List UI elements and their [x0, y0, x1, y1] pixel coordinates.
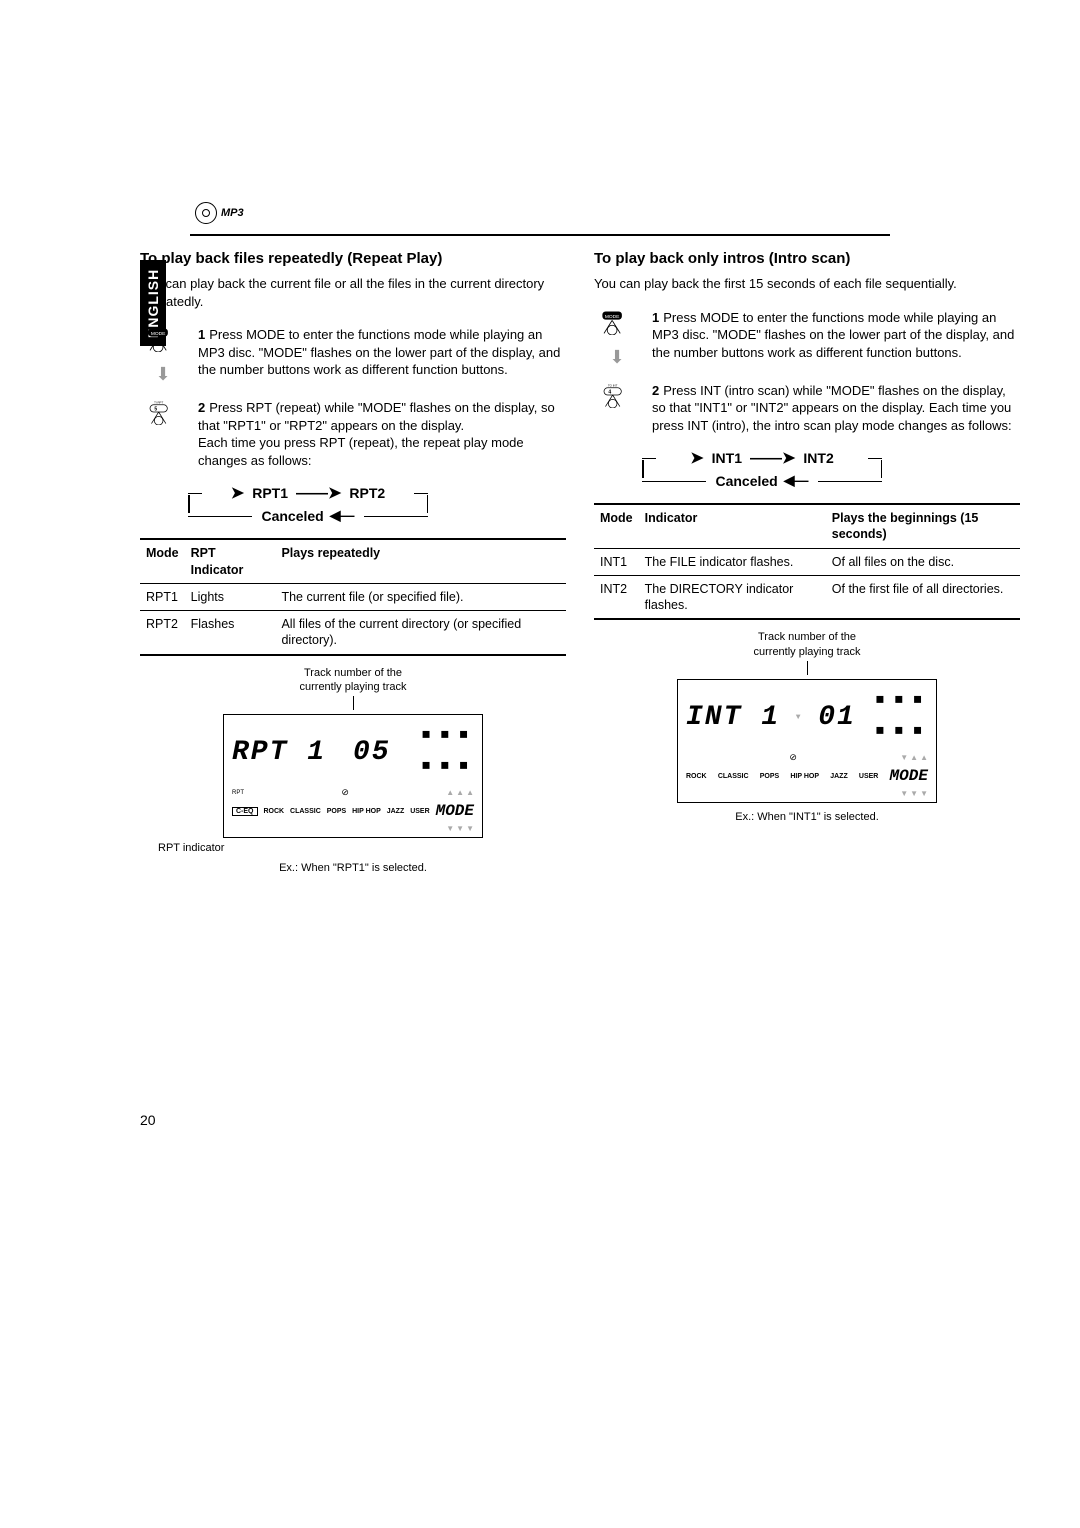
caption-track-number: Track number of the currently playing tr… — [140, 666, 566, 711]
step-2: TO INT 4 2Press INT (intro scan) while "M… — [594, 382, 1020, 435]
td: Lights — [185, 583, 276, 610]
step-1: MODE ⬇ 1Press MODE to enter the function… — [594, 309, 1020, 368]
display-main-left: INT 1 — [686, 702, 780, 733]
td: The current file (or specified file). — [275, 583, 566, 610]
disc-icon — [195, 202, 217, 224]
step-text: Press MODE to enter the functions mode w… — [652, 310, 1014, 360]
down-arrow-icon: ⬇ — [155, 364, 170, 385]
rpt-table: Mode RPT Indicator Plays repeatedly RPT1… — [140, 538, 566, 655]
cycle-a: RPT1 — [252, 485, 288, 501]
td: RPT1 — [140, 583, 185, 610]
th-indicator: Indicator — [639, 504, 826, 548]
cycle-a: INT1 — [712, 450, 742, 466]
section-title-intro: To play back only intros (Intro scan) — [594, 250, 1020, 267]
horizontal-rule — [190, 234, 890, 236]
int-table: Mode Indicator Plays the beginnings (15 … — [594, 503, 1020, 620]
step-number: 1 — [652, 310, 659, 325]
mp3-label: MP3 — [221, 207, 244, 219]
svg-text:TI RPT: TI RPT — [154, 400, 163, 404]
step-text-a: Press RPT (repeat) while "MODE" flashes … — [198, 400, 555, 433]
mp3-badge: MP3 — [195, 202, 244, 224]
mode-button-icon: MODE — [143, 326, 183, 352]
th-indicator: RPT Indicator — [185, 539, 276, 583]
display-mode: MODE — [890, 767, 928, 785]
step-number: 2 — [652, 383, 659, 398]
step-text: Press INT (intro scan) while "MODE" flas… — [652, 383, 1012, 433]
display-main-left: RPT 1 — [232, 737, 326, 768]
intro-text: You can play back the first 15 seconds o… — [594, 275, 1020, 293]
down-arrow-icon: ⬇ — [609, 347, 624, 368]
step-number: 1 — [198, 327, 205, 342]
rpt-tag: RPT — [232, 790, 244, 796]
rpt-indicator-label: RPT indicator — [158, 842, 566, 854]
cycle-diagram-int: ➤ INT1 ——➤ INT2 Canceled ◀— — [642, 448, 882, 489]
cycle-c: Canceled — [261, 508, 323, 524]
svg-text:MODE: MODE — [151, 331, 166, 337]
dots-icon: ▪▪▪▪▪▪ — [872, 686, 928, 748]
td: Of all files on the disc. — [826, 548, 1020, 575]
step-1: MODE ⬇ 1Press MODE to enter the function… — [140, 326, 566, 385]
svg-text:5: 5 — [154, 407, 157, 413]
cycle-c: Canceled — [715, 473, 777, 489]
section-title-repeat: To play back files repeatedly (Repeat Pl… — [140, 250, 566, 267]
td: INT2 — [594, 575, 639, 619]
th-plays: Plays the beginnings (15 seconds) — [826, 504, 1020, 548]
cycle-b: INT2 — [803, 450, 833, 466]
example-caption: Ex.: When "RPT1" is selected. — [140, 862, 566, 874]
right-column: To play back only intros (Intro scan) Yo… — [594, 250, 1020, 874]
display-mode: MODE — [436, 802, 474, 820]
svg-text:MODE: MODE — [605, 313, 620, 319]
display-main-right: 05 — [353, 737, 391, 768]
cycle-b: RPT2 — [349, 485, 385, 501]
td: Flashes — [185, 611, 276, 655]
th-mode: Mode — [594, 504, 639, 548]
td: Of the first file of all directories. — [826, 575, 1020, 619]
intro-text: You can play back the current file or al… — [140, 275, 566, 310]
example-caption: Ex.: When "INT1" is selected. — [594, 811, 1020, 823]
td: RPT2 — [140, 611, 185, 655]
int-button-icon: TO INT 4 — [597, 382, 637, 408]
mode-button-icon: MODE — [597, 309, 637, 335]
dots-icon: ▪▪▪▪▪▪ — [418, 721, 474, 783]
th-mode: Mode — [140, 539, 185, 583]
step-text-b: Each time you press RPT (repeat), the re… — [198, 435, 524, 468]
svg-text:TO INT: TO INT — [608, 383, 618, 387]
td: The DIRECTORY indicator flashes. — [639, 575, 826, 619]
display-panel-int: INT 1 ▼ 01 ▪▪▪▪▪▪ ⊘ ▼▲▲ ROCK CLASSIC POP… — [677, 679, 937, 803]
display-panel-rpt: RPT 1 05 ▪▪▪▪▪▪ RPT ⊘ ▲▲▲ C-EQ ROCK CLAS… — [223, 714, 483, 838]
rpt-button-icon: TI RPT 5 — [143, 399, 183, 425]
td: All files of the current directory (or s… — [275, 611, 566, 655]
page-number: 20 — [140, 1112, 156, 1128]
caption-track-number: Track number of the currently playing tr… — [594, 630, 1020, 675]
td: INT1 — [594, 548, 639, 575]
td: The FILE indicator flashes. — [639, 548, 826, 575]
step-2: TI RPT 5 2Press RPT (repeat) while "MODE"… — [140, 399, 566, 469]
ceq-box: C-EQ — [232, 807, 258, 816]
cycle-diagram-rpt: ➤ RPT1 ——➤ RPT2 Canceled ◀— — [188, 483, 428, 524]
left-column: To play back files repeatedly (Repeat Pl… — [140, 250, 566, 874]
step-text: Press MODE to enter the functions mode w… — [198, 327, 560, 377]
th-plays: Plays repeatedly — [275, 539, 566, 583]
display-main-right: 01 — [818, 702, 856, 733]
svg-text:4: 4 — [608, 389, 611, 395]
step-number: 2 — [198, 400, 205, 415]
